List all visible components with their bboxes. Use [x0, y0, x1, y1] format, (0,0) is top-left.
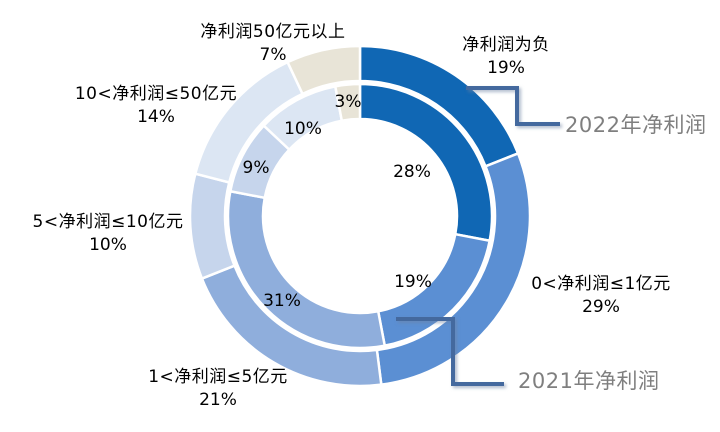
category-label-title: 10<净利润≤50亿元	[74, 84, 238, 104]
category-label-percent: 29%	[582, 297, 620, 317]
outer-ring-slice-5	[285, 44, 362, 96]
inner-ring-slice-5	[333, 82, 362, 123]
category-label-percent: 14%	[137, 107, 175, 127]
category-label-title: 1<净利润≤5亿元	[148, 367, 288, 387]
callout-connectors	[396, 86, 560, 386]
category-label-title: 5<净利润≤10亿元	[32, 212, 184, 232]
category-label-percent: 7%	[259, 45, 287, 65]
inner-ring-percent-label-0: 28%	[393, 162, 431, 182]
category-label-1: 0<净利润≤1亿元 29%	[531, 273, 671, 319]
category-label-0: 净利润为负 19%	[462, 34, 550, 80]
category-label-percent: 21%	[199, 390, 237, 410]
category-label-title: 净利润50亿元以上	[200, 22, 346, 42]
series-callout-label-2021: 2021年净利润	[518, 369, 660, 393]
category-label-4: 10<净利润≤50亿元 14%	[75, 83, 237, 129]
category-label-title: 净利润为负	[462, 35, 550, 55]
category-label-percent: 19%	[487, 58, 525, 78]
inner-ring-percent-label-2: 31%	[263, 291, 301, 311]
inner-ring-percent-label-5: 3%	[334, 92, 362, 112]
inner-ring-percent-label-3: 9%	[242, 158, 270, 178]
inner-ring-percent-label-4: 10%	[284, 119, 322, 139]
inner-ring-percent-label-1: 19%	[394, 272, 432, 292]
category-label-percent: 10%	[89, 235, 127, 255]
callout-connector-2021	[396, 317, 504, 386]
category-label-title: 0<净利润≤1亿元	[531, 274, 671, 294]
category-label-5: 净利润50亿元以上 7%	[200, 21, 345, 67]
category-label-2: 1<净利润≤5亿元 21%	[148, 366, 288, 412]
category-label-3: 5<净利润≤10亿元 10%	[33, 211, 184, 257]
callout-connector-2022	[466, 86, 560, 126]
series-callout-label-2022: 2022年净利润	[565, 113, 707, 137]
